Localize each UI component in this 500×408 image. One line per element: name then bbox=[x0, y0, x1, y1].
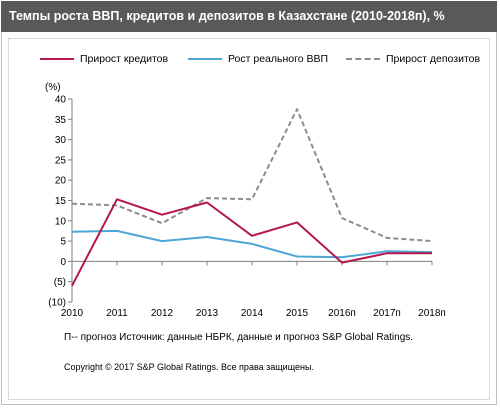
x-tick-label: 2014 bbox=[241, 308, 264, 319]
legend-swatch-gdp bbox=[188, 58, 222, 60]
x-tick-label: 2018п bbox=[418, 308, 446, 319]
y-tick-label: 10 bbox=[55, 216, 67, 227]
y-tick-label: 15 bbox=[55, 196, 67, 207]
legend-item-gdp: Рост реального ВВП bbox=[188, 53, 328, 65]
x-tick-label: 2012 bbox=[151, 308, 174, 319]
deposit-growth-line bbox=[71, 108, 433, 243]
x-tick-label: 2015 bbox=[286, 308, 309, 319]
y-tick-label: 35 bbox=[55, 115, 67, 126]
legend-label-deposits: Прирост депозитов bbox=[386, 53, 481, 65]
legend-item-deposits: Прирост депозитов bbox=[346, 53, 480, 65]
y-tick-label: (10) bbox=[48, 298, 66, 309]
y-tick-label: 20 bbox=[55, 176, 67, 187]
legend-label-gdp: Рост реального ВВП bbox=[228, 53, 329, 65]
y-tick-label: 30 bbox=[55, 135, 67, 146]
legend-label-credit: Прирост кредитов bbox=[80, 53, 169, 65]
source-note: П-- прогноз Источник: данные НБРК, данны… bbox=[64, 332, 414, 343]
legend-swatch-credit bbox=[40, 58, 74, 60]
chart-title: Темпы роста ВВП, кредитов и депозитов в … bbox=[1, 1, 497, 32]
credit-growth-line bbox=[71, 198, 432, 287]
x-tick-label: 2010 bbox=[61, 308, 84, 319]
legend-swatch-deposits bbox=[346, 58, 380, 60]
y-tick-label: 0 bbox=[60, 257, 66, 268]
real-gdp-growth-line bbox=[71, 229, 433, 259]
x-tick-label: 2016п bbox=[328, 308, 356, 319]
x-tick-label: 2017п bbox=[373, 308, 401, 319]
chart-legend: Прирост кредитов Рост реального ВВП Прир… bbox=[0, 53, 500, 71]
x-tick-label: 2011 bbox=[106, 308, 128, 319]
y-tick-label: 5 bbox=[60, 237, 66, 248]
y-axis-unit-label: (%) bbox=[45, 82, 61, 93]
legend-item-credit: Прирост кредитов bbox=[40, 53, 168, 65]
chart-area-border bbox=[8, 38, 490, 400]
y-tick-label: 40 bbox=[55, 95, 67, 106]
x-tick-label: 2013 bbox=[196, 308, 219, 319]
copyright-text: Copyright © 2017 S&P Global Ratings. Все… bbox=[64, 362, 314, 372]
y-tick-label: (5) bbox=[54, 277, 66, 288]
y-tick-label: 25 bbox=[55, 155, 67, 166]
